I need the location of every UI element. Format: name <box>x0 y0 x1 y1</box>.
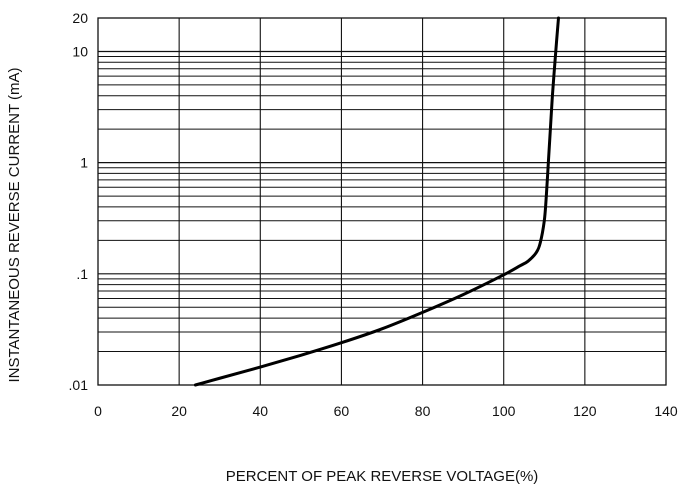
y-tick-label: 10 <box>72 43 88 59</box>
grid <box>98 17 666 385</box>
x-tick-label: 80 <box>415 403 431 419</box>
y-tick-label: 1 <box>80 155 88 171</box>
x-tick-label: 100 <box>492 403 516 419</box>
x-axis-ticks: 0 20 40 60 80 100 120 140 <box>94 403 678 419</box>
y-tick-label: .01 <box>69 377 89 393</box>
x-tick-label: 40 <box>252 403 268 419</box>
series-layer <box>193 16 560 387</box>
plot-frame <box>97 17 667 386</box>
x-tick-label: 120 <box>573 403 597 419</box>
y-axis-title: INSTANTANEOUS REVERSE CURRENT (mA) <box>6 67 23 382</box>
series-line-0 <box>193 16 560 387</box>
y-axis-ticks: .01 .1 1 10 20 <box>69 10 89 393</box>
x-tick-label: 0 <box>94 403 102 419</box>
y-tick-label: 20 <box>72 10 88 26</box>
x-axis-title: PERCENT OF PEAK REVERSE VOLTAGE(%) <box>226 468 539 485</box>
x-tick-label: 60 <box>334 403 350 419</box>
x-tick-label: 20 <box>171 403 187 419</box>
x-tick-label: 140 <box>654 403 678 419</box>
y-tick-label: .1 <box>76 266 88 282</box>
